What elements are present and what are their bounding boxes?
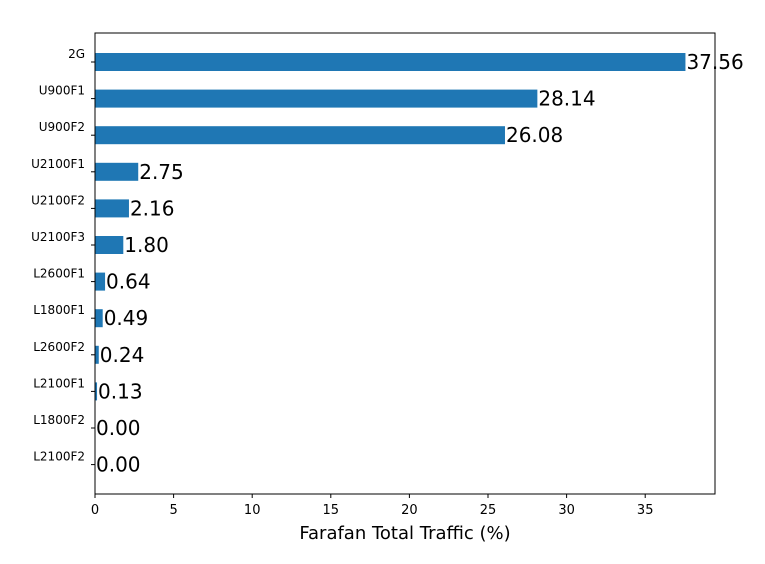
x-axis-ticks: 0 5 10 15 20 25 30 35 — [91, 494, 654, 518]
x-axis-title: Farafan Total Traffic (%) — [299, 523, 510, 544]
value-label: 0.24 — [100, 343, 145, 367]
bar-2g — [95, 53, 686, 71]
value-label: 0.13 — [98, 379, 143, 403]
y-tick-label: L2100F2 — [33, 450, 85, 464]
value-label: 37.56 — [686, 50, 743, 74]
y-tick-label: U2100F3 — [31, 230, 85, 244]
bar-u900f1 — [95, 89, 538, 108]
value-label: 2.75 — [139, 160, 184, 184]
y-tick-label: L1800F1 — [33, 303, 85, 317]
x-tick-label: 10 — [244, 503, 261, 518]
x-tick-label: 20 — [401, 503, 418, 518]
y-tick-label: U2100F1 — [31, 157, 85, 171]
bar-l1800f1 — [95, 309, 103, 328]
bar-l2600f1 — [95, 272, 106, 291]
bar-u2100f2 — [95, 199, 129, 218]
bar-u2100f1 — [95, 162, 139, 181]
data-labels-layer: 37.56 28.14 26.08 2.75 2.16 1.80 0.64 0.49 0.24 0… — [96, 50, 744, 477]
bar-l2100f1 — [95, 382, 98, 401]
x-tick-label: 30 — [558, 503, 575, 518]
bar-u2100f3 — [95, 236, 124, 254]
value-label: 26.08 — [506, 123, 563, 147]
plot-frame — [94, 32, 716, 495]
y-tick-label: L2100F1 — [33, 376, 85, 390]
y-tick-label: U900F1 — [39, 84, 85, 98]
value-label: 2.16 — [130, 196, 175, 220]
bars-layer — [95, 53, 686, 401]
y-tick-label: U900F2 — [39, 120, 85, 134]
x-tick-label: 25 — [480, 503, 497, 518]
value-label: 0.00 — [96, 453, 141, 477]
y-tick-label: 2G — [68, 47, 85, 61]
x-tick-label: 5 — [169, 503, 177, 518]
x-tick-label: 15 — [323, 503, 340, 518]
value-label: 0.49 — [104, 306, 149, 330]
value-label: 28.14 — [538, 87, 595, 111]
value-label: 0.00 — [96, 416, 141, 440]
y-tick-label: U2100F2 — [31, 193, 85, 207]
bar-u900f2 — [95, 126, 505, 145]
y-tick-label: L2600F2 — [33, 340, 85, 354]
axes-frame — [94, 32, 716, 495]
y-axis-ticks: 2G U900F1 U900F2 U2100F1 U2100F2 U2100F3 L2600… — [31, 47, 95, 466]
x-tick-label: 0 — [91, 503, 99, 518]
x-tick-label: 35 — [637, 503, 654, 518]
value-label: 0.64 — [106, 270, 151, 294]
bar-l2600f2 — [95, 345, 99, 364]
y-tick-label: L2600F1 — [33, 267, 85, 281]
value-label: 1.80 — [124, 233, 169, 257]
y-tick-label: L1800F2 — [33, 413, 85, 427]
